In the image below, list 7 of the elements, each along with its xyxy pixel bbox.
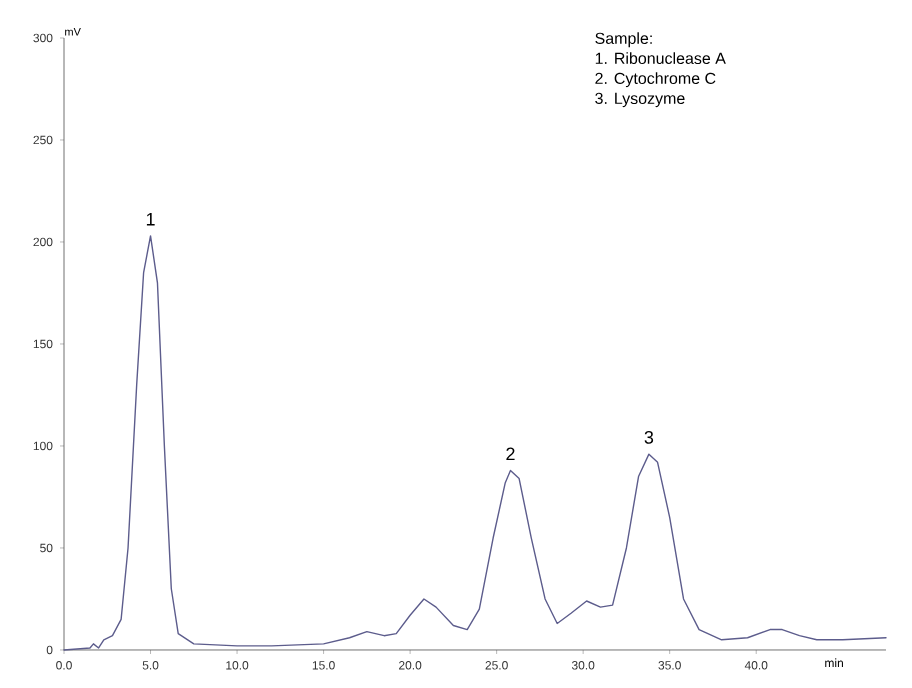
annotation: 3. Lysozyme	[595, 92, 685, 108]
annotation: 3	[644, 430, 654, 444]
annotation: Sample:	[595, 32, 652, 48]
annotation: 1	[146, 213, 155, 226]
annotation: 2	[506, 447, 515, 461]
annotation: 1. Ribonuclease A	[595, 52, 726, 65]
annotation: 2. Cytochrome C	[595, 72, 716, 88]
